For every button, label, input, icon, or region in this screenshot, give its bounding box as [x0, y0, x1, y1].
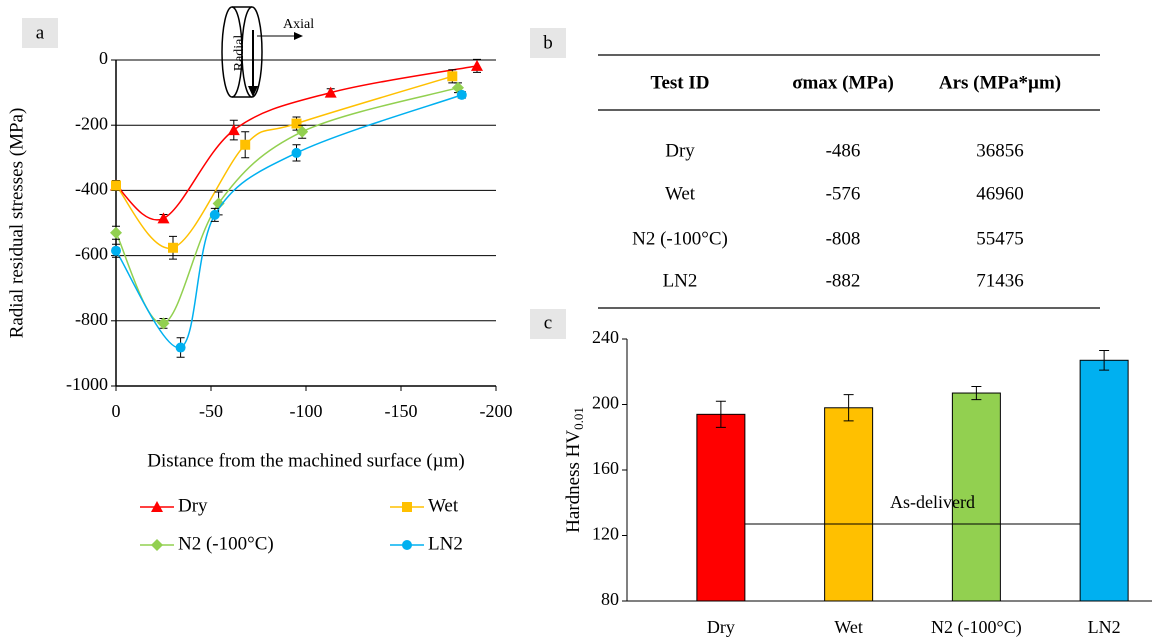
marker — [471, 59, 483, 71]
reference-label: As-deliverd — [890, 492, 975, 512]
error-bar — [1099, 349, 1110, 371]
marker — [402, 540, 412, 550]
radial-arrowhead — [248, 86, 258, 97]
marker — [151, 501, 163, 512]
error-bar — [843, 394, 854, 422]
x-tick-label: -50 — [199, 401, 223, 421]
table-cell: -486 — [826, 140, 861, 161]
axial-label: Axial — [283, 17, 314, 32]
legend-label: N2 (-100°C) — [178, 533, 274, 554]
y-tick-label: 0 — [99, 48, 108, 68]
y-tick-label: -1000 — [66, 374, 108, 394]
y-axis-label-main: Hardness HV — [563, 430, 584, 533]
marker — [175, 342, 186, 353]
marker — [324, 86, 337, 98]
series-line — [115, 65, 478, 221]
x-tick-label: Wet — [834, 617, 863, 637]
marker — [111, 180, 121, 191]
marker — [110, 226, 122, 239]
bar — [951, 392, 1001, 602]
y-tick-label: 160 — [592, 458, 619, 478]
bar — [696, 413, 746, 602]
x-tick-label: -150 — [385, 401, 418, 421]
marker — [168, 242, 178, 253]
y-axis-label-subscript: 0.01 — [571, 407, 586, 430]
x-axis-label: Distance from the machined surface (µm) — [147, 450, 464, 471]
panel-label-box — [530, 28, 566, 58]
y-tick-label: -400 — [75, 179, 108, 199]
table-header: σmax (MPa) — [792, 72, 894, 93]
table-cell: 46960 — [976, 183, 1024, 204]
legend-label: LN2 — [428, 533, 463, 554]
table-cell: -882 — [826, 270, 861, 291]
marker — [227, 124, 240, 136]
marker — [212, 197, 225, 210]
table-cell: LN2 — [663, 270, 698, 291]
panel-label-box — [22, 18, 58, 48]
series-line — [115, 86, 459, 325]
panel-label: a — [36, 22, 45, 43]
marker — [296, 125, 309, 138]
x-tick-label: 0 — [112, 401, 121, 421]
legend-label: Dry — [178, 495, 208, 516]
marker — [402, 502, 412, 512]
table-cell: 71436 — [976, 270, 1024, 291]
bar — [824, 407, 874, 602]
marker — [209, 209, 220, 220]
marker — [111, 245, 121, 256]
table-cell: N2 (-100°C) — [632, 228, 728, 249]
radial-label: Radial — [232, 35, 247, 72]
y-tick-label: 240 — [592, 327, 619, 347]
x-tick-label: N2 (-100°C) — [931, 617, 1022, 638]
table-cell: -808 — [826, 228, 861, 249]
bar — [1079, 359, 1129, 602]
y-tick-label: 200 — [592, 393, 619, 413]
y-tick-label: 120 — [592, 524, 619, 544]
panel-label: c — [544, 312, 552, 333]
y-tick-label: -600 — [75, 244, 108, 264]
marker — [447, 71, 458, 82]
y-tick-label: 80 — [601, 589, 619, 609]
legend-label: Wet — [428, 495, 459, 516]
y-tick-label: -200 — [75, 113, 108, 133]
table-header: Test ID — [651, 72, 710, 93]
panel-label: b — [543, 32, 553, 53]
error-bar — [971, 385, 982, 401]
y-tick-label: -800 — [75, 309, 108, 329]
marker — [456, 89, 467, 100]
marker — [151, 539, 163, 551]
table-cell: -576 — [826, 183, 861, 204]
table-cell: Dry — [665, 140, 695, 161]
marker — [291, 147, 302, 158]
table-cell: Wet — [665, 183, 696, 204]
table-cell: 55475 — [976, 228, 1024, 249]
table-header: Ars (MPa*µm) — [939, 72, 1061, 93]
x-tick-label: LN2 — [1088, 617, 1121, 637]
inset-diagram: Axial Radial — [221, 6, 314, 98]
panel-label-box — [530, 309, 566, 339]
marker — [157, 212, 170, 224]
axial-arrowhead — [294, 32, 303, 40]
marker — [157, 317, 170, 330]
x-tick-label: -100 — [290, 401, 323, 421]
x-tick-label: Dry — [707, 617, 735, 637]
y-axis-label: Radial residual stresses (MPa) — [6, 108, 27, 339]
table-cell: 36856 — [976, 140, 1024, 161]
marker — [240, 139, 251, 150]
y-axis-label: Hardness HV0.01 — [563, 407, 586, 533]
error-bar — [715, 400, 726, 428]
marker — [291, 118, 302, 129]
x-tick-label: -200 — [480, 401, 513, 421]
